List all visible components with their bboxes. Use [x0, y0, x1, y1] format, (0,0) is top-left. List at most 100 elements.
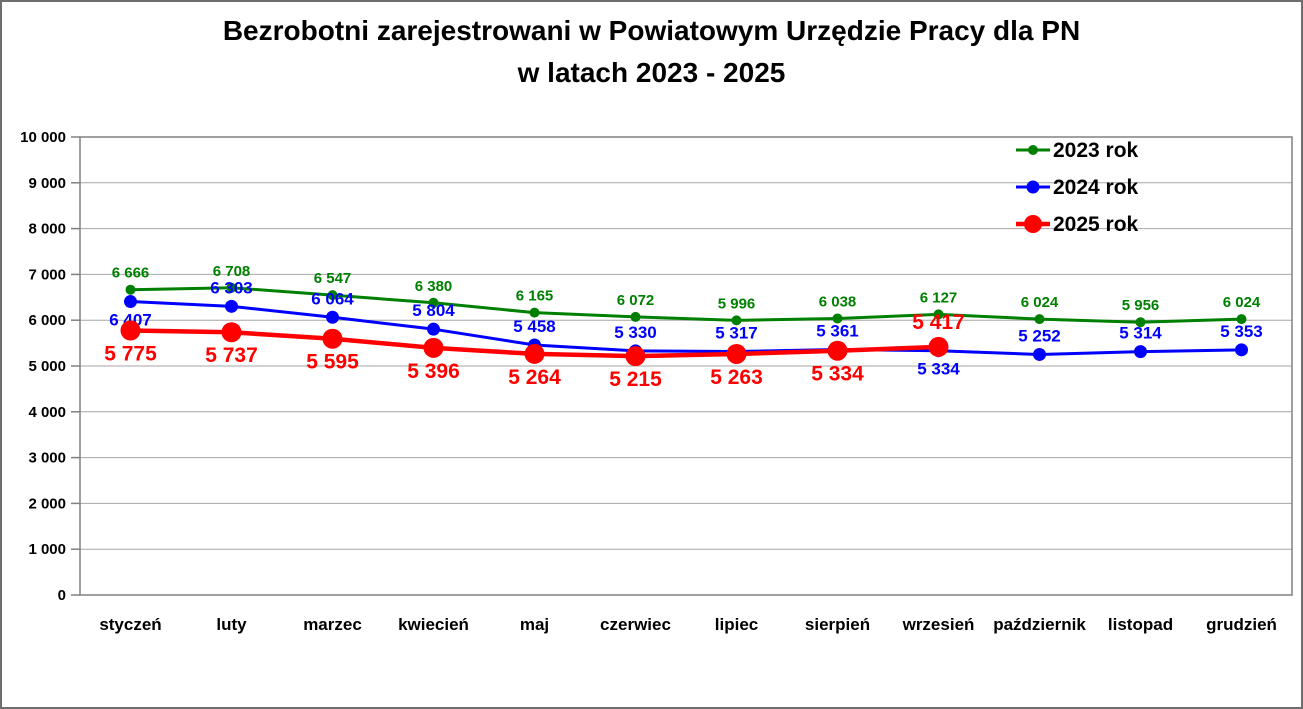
- y-tick-label: 6 000: [28, 312, 66, 329]
- y-tick-label: 9 000: [28, 175, 66, 192]
- data-point-label: 5 353: [1220, 322, 1263, 341]
- data-point: [529, 307, 540, 318]
- data-point-label: 5 215: [609, 368, 662, 391]
- y-tick-label: 3 000: [28, 450, 66, 467]
- data-point-label: 5 263: [710, 366, 763, 389]
- data-point-label: 6 547: [314, 270, 352, 287]
- x-axis-label: styczeń: [99, 615, 161, 634]
- data-point-label: 5 956: [1122, 297, 1160, 314]
- data-point-label: 6 024: [1223, 294, 1261, 311]
- series-line-2023-rok: [129, 286, 1243, 324]
- x-axis-label: kwiecień: [398, 615, 469, 634]
- data-point: [1235, 343, 1248, 357]
- data-point-label: 6 038: [819, 293, 857, 310]
- data-point: [326, 310, 339, 324]
- chart-title-line1: Bezrobotni zarejestrowani w Powiatowym U…: [222, 15, 1081, 46]
- data-point-label: 5 996: [718, 295, 756, 312]
- data-point-label: 5 595: [306, 351, 359, 374]
- data-point-label: 5 396: [407, 360, 460, 383]
- chart-title: Bezrobotni zarejestrowani w Powiatowym U…: [2, 10, 1301, 94]
- data-point-label: 6 303: [210, 278, 253, 297]
- data-point: [625, 346, 646, 367]
- data-point-label: 6 708: [213, 263, 251, 280]
- y-tick-label: 1 000: [28, 541, 66, 558]
- data-point: [225, 299, 238, 313]
- legend-label: 2023 rok: [1053, 139, 1139, 162]
- x-axis-label: sierpień: [805, 615, 870, 634]
- data-point: [226, 282, 237, 293]
- data-point: [221, 322, 242, 343]
- data-point-label: 5 804: [412, 301, 455, 320]
- data-point: [832, 313, 843, 324]
- x-axis-label: lipiec: [715, 615, 758, 634]
- chart-title-line2: w latach 2023 - 2025: [517, 57, 786, 88]
- data-point-label: 5 314: [1119, 324, 1162, 343]
- data-point: [630, 311, 641, 322]
- data-point-label: 5 737: [205, 344, 258, 367]
- data-point: [933, 309, 944, 320]
- x-axis-label: grudzień: [1206, 615, 1277, 634]
- data-point-label: 5 458: [513, 317, 556, 336]
- data-point-label: 6 666: [112, 265, 150, 282]
- data-point-label: 5 330: [614, 323, 657, 342]
- y-tick-label: 5 000: [28, 358, 66, 375]
- data-point: [1135, 317, 1146, 328]
- data-point-label: 6 165: [516, 288, 554, 305]
- y-tick-label: 7 000: [28, 266, 66, 283]
- data-point-label: 6 407: [109, 311, 152, 330]
- data-point: [1034, 314, 1045, 325]
- legend-marker: [1028, 145, 1038, 155]
- data-point: [120, 320, 141, 341]
- x-axis-label: październik: [993, 615, 1086, 634]
- legend-item-2023-rok: 2023 rok: [1016, 139, 1139, 162]
- y-tick-label: 10 000: [20, 129, 66, 146]
- data-point: [928, 336, 949, 357]
- y-tick-label: 2 000: [28, 495, 66, 512]
- y-tick-label: 4 000: [28, 404, 66, 421]
- data-point: [322, 328, 343, 349]
- legend-marker: [1024, 215, 1042, 233]
- legend-label: 2025 rok: [1053, 213, 1139, 236]
- data-point-label: 5 317: [715, 323, 758, 342]
- x-axis-label: czerwiec: [600, 615, 671, 634]
- x-axis-label: maj: [520, 615, 549, 634]
- data-point-label: 5 417: [912, 311, 965, 334]
- x-axis-label: luty: [216, 615, 247, 634]
- data-point-label: 5 361: [816, 321, 859, 340]
- legend-marker: [1026, 180, 1040, 194]
- data-point: [1033, 347, 1046, 361]
- data-point: [327, 290, 338, 301]
- data-point-label: 6 072: [617, 292, 655, 309]
- y-tick-label: 8 000: [28, 221, 66, 238]
- data-point: [124, 295, 137, 309]
- data-point: [427, 322, 440, 336]
- data-point: [1134, 345, 1147, 359]
- data-point-label: 5 334: [811, 363, 864, 386]
- data-point-label: 5 775: [104, 343, 157, 366]
- data-point-label: 5 334: [917, 360, 960, 379]
- data-point: [827, 340, 848, 361]
- data-point: [726, 343, 747, 364]
- data-point-label: 5 264: [508, 366, 561, 389]
- data-point-label: 6 064: [311, 289, 354, 308]
- data-point: [423, 337, 444, 358]
- legend-label: 2024 rok: [1053, 176, 1139, 199]
- legend-item-2025-rok: 2025 rok: [1016, 213, 1139, 236]
- data-point-label: 5 252: [1018, 326, 1061, 345]
- y-tick-label: 0: [58, 587, 66, 604]
- data-point: [524, 343, 545, 364]
- data-point: [1236, 314, 1247, 325]
- series-line-2024-rok: [129, 300, 1243, 356]
- data-point-label: 6 380: [415, 278, 453, 295]
- x-axis-label: marzec: [303, 615, 362, 634]
- data-point: [125, 284, 136, 295]
- data-point-label: 6 024: [1021, 294, 1059, 311]
- data-point: [428, 297, 439, 308]
- x-axis-label: listopad: [1108, 615, 1173, 634]
- x-axis-label: wrzesień: [902, 615, 975, 634]
- data-point-label: 6 127: [920, 289, 958, 306]
- legend-item-2024-rok: 2024 rok: [1016, 176, 1139, 199]
- data-point: [731, 315, 742, 326]
